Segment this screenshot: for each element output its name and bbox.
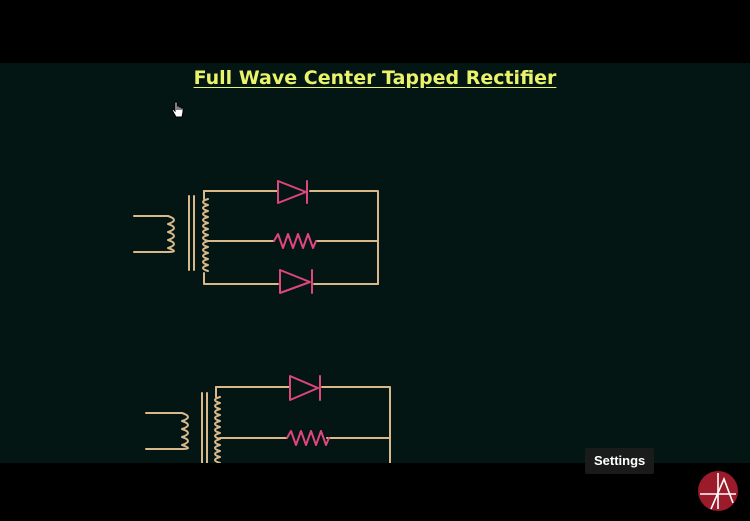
video-frame[interactable]: Full Wave Center Tapped Rectifier [0, 63, 750, 463]
diode-top [277, 180, 307, 204]
settings-tooltip: Settings [585, 448, 655, 474]
hand-pointer-icon [171, 101, 184, 118]
top-letterbox [0, 0, 750, 63]
secondary-coil [202, 198, 209, 272]
circuit-diagram [133, 180, 391, 463]
channel-logo-icon[interactable] [697, 470, 739, 512]
resistor-2 [286, 430, 330, 446]
wire-bottom [203, 272, 279, 285]
circuit-1 [133, 180, 379, 294]
resistor-1 [273, 233, 317, 249]
primary-coil [167, 215, 175, 253]
primary-coil-2 [181, 412, 189, 450]
secondary-coil-2 [214, 396, 221, 463]
diode-bottom [279, 269, 311, 294]
diode-top-2 [289, 375, 319, 401]
circuit-2 [145, 375, 391, 463]
video-title: Full Wave Center Tapped Rectifier [193, 67, 557, 89]
